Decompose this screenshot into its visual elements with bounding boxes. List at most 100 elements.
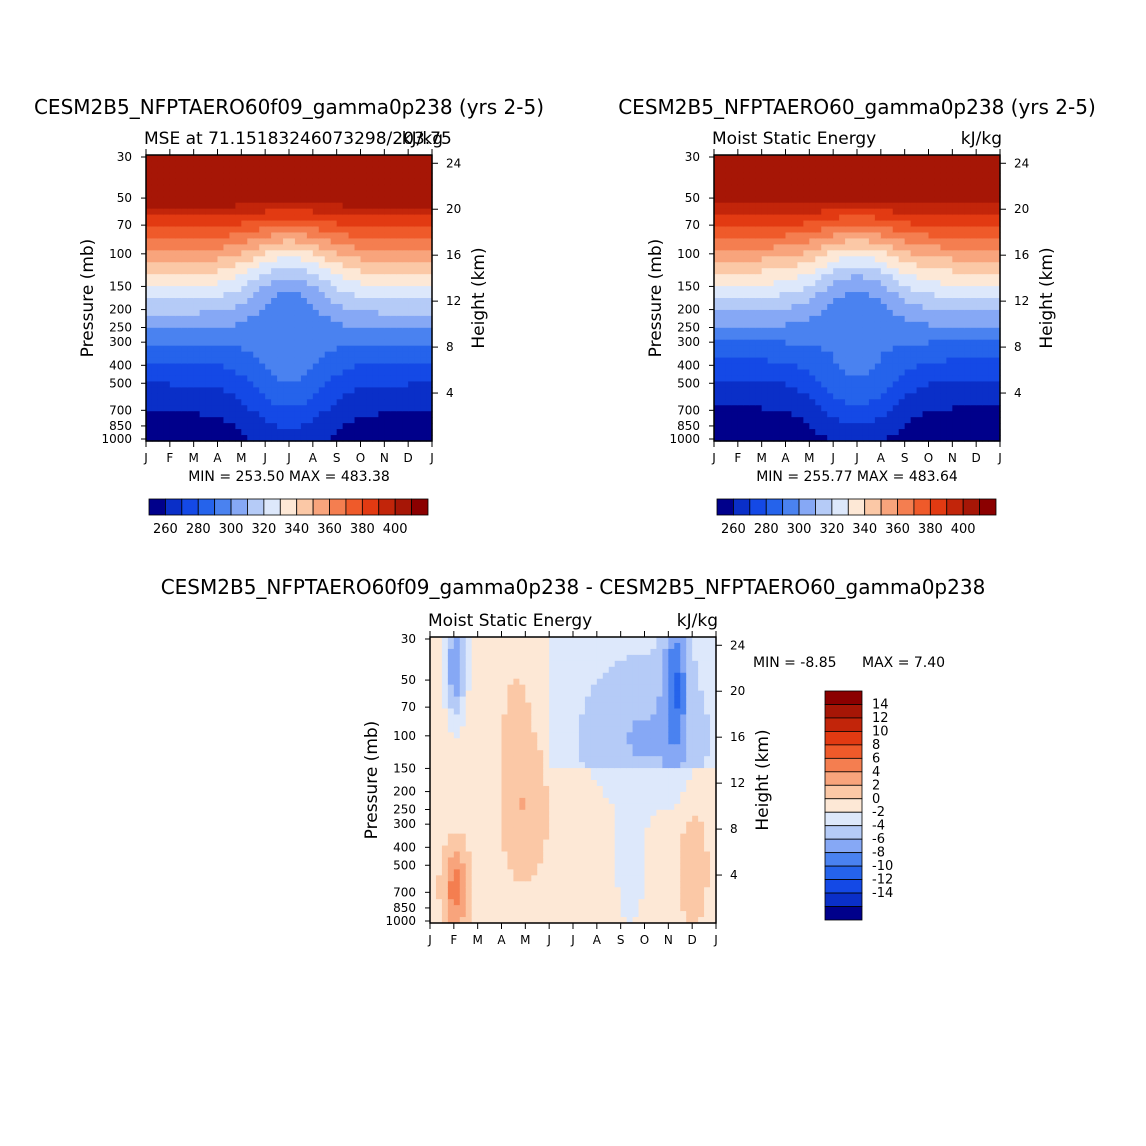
contour-cell bbox=[928, 256, 936, 263]
y-tick-label: 30 bbox=[117, 150, 132, 164]
contour-cell bbox=[767, 178, 775, 186]
contour-cell bbox=[205, 214, 213, 222]
contour-cell bbox=[851, 256, 858, 263]
contour-cell bbox=[940, 178, 947, 186]
contour-cell bbox=[839, 321, 846, 329]
contour-cell bbox=[874, 399, 882, 406]
contour-cell bbox=[205, 298, 213, 305]
contour-cell bbox=[904, 363, 912, 371]
contour-cell bbox=[731, 292, 739, 299]
contour-cell bbox=[719, 160, 727, 168]
contour-cell bbox=[372, 303, 379, 311]
contour-cell bbox=[342, 178, 350, 186]
contour-cell bbox=[904, 327, 912, 335]
contour-cell bbox=[169, 333, 177, 341]
contour-cell bbox=[265, 190, 272, 198]
x-tick-label: M bbox=[236, 451, 246, 465]
contour-cell bbox=[366, 244, 374, 251]
contour-cell bbox=[934, 202, 942, 210]
contour-cell bbox=[779, 363, 787, 371]
contour-cell bbox=[904, 292, 912, 299]
contour-cell bbox=[366, 232, 374, 240]
contour-cell bbox=[223, 286, 231, 293]
contour-cell bbox=[441, 637, 449, 644]
contour-cell bbox=[384, 321, 391, 329]
contour-cell bbox=[970, 250, 977, 257]
contour-cell bbox=[283, 363, 290, 371]
contour-cell bbox=[283, 292, 290, 299]
y-tick-label: 50 bbox=[685, 191, 700, 205]
contour-cell bbox=[892, 256, 900, 263]
contour-cell bbox=[157, 333, 165, 341]
contour-cell bbox=[354, 369, 362, 377]
contour-cell bbox=[803, 339, 810, 347]
contour-cell bbox=[934, 363, 942, 371]
contour-cell bbox=[342, 226, 350, 234]
contour-cell bbox=[271, 268, 278, 275]
contour-cell bbox=[384, 226, 391, 234]
contour-cell bbox=[982, 357, 989, 365]
contour-cell bbox=[253, 172, 260, 180]
contour-cell bbox=[719, 238, 727, 245]
contour-cell bbox=[259, 196, 266, 204]
contour-cell bbox=[833, 333, 840, 341]
contour-cell bbox=[743, 214, 751, 222]
contour-cell bbox=[976, 309, 983, 317]
contour-cell bbox=[414, 274, 421, 281]
contour-cell bbox=[988, 435, 995, 442]
contour-cell bbox=[833, 238, 840, 245]
contour-cell bbox=[199, 369, 207, 377]
contour-cell bbox=[342, 166, 350, 174]
contour-cell bbox=[169, 435, 177, 442]
contour-cell bbox=[791, 160, 799, 168]
contour-cell bbox=[845, 166, 852, 174]
contour-cell bbox=[946, 202, 953, 210]
contour-cell bbox=[922, 172, 930, 180]
contour-cell bbox=[211, 232, 219, 240]
contour-cell bbox=[390, 232, 397, 240]
contour-cell bbox=[809, 220, 816, 228]
contour-cell bbox=[283, 274, 290, 281]
contour-cell bbox=[779, 190, 787, 198]
contour-cell bbox=[958, 268, 965, 275]
contour-cell bbox=[886, 339, 894, 347]
contour-cell bbox=[247, 184, 254, 192]
contour-cell bbox=[988, 315, 995, 323]
contour-cell bbox=[372, 423, 379, 430]
contour-cell bbox=[880, 190, 888, 198]
contour-cell bbox=[910, 214, 918, 222]
contour-cell bbox=[229, 226, 236, 234]
contour-cell bbox=[934, 178, 942, 186]
contour-cell bbox=[988, 411, 995, 418]
contour-cell bbox=[761, 286, 769, 293]
contour-cell bbox=[151, 435, 159, 442]
contour-cell bbox=[414, 202, 421, 210]
contour-cell bbox=[336, 155, 344, 162]
contour-cell bbox=[414, 155, 421, 162]
contour-cell bbox=[414, 381, 421, 388]
contour-cell bbox=[175, 363, 183, 371]
contour-cell bbox=[994, 286, 1001, 293]
contour-cell bbox=[779, 286, 787, 293]
contour-cell bbox=[797, 387, 804, 394]
contour-cell bbox=[241, 423, 248, 430]
contour-cell bbox=[809, 238, 816, 245]
contour-cell bbox=[223, 303, 231, 311]
contour-cell bbox=[815, 423, 822, 430]
colorbar-label: 380 bbox=[350, 522, 375, 537]
contour-cell bbox=[737, 327, 745, 335]
contour-cell bbox=[426, 387, 433, 394]
contour-cell bbox=[441, 690, 449, 698]
contour-cell bbox=[922, 303, 930, 311]
contour-cell bbox=[898, 268, 906, 275]
contour-cell bbox=[880, 220, 888, 228]
contour-cell bbox=[336, 345, 344, 353]
contour-cell bbox=[773, 298, 781, 305]
contour-cell bbox=[330, 303, 338, 311]
contour-cell bbox=[761, 375, 769, 383]
contour-cell bbox=[271, 172, 278, 180]
contour-cell bbox=[360, 202, 368, 210]
contour-cell bbox=[277, 262, 284, 269]
contour-cell bbox=[958, 315, 965, 323]
contour-cell bbox=[265, 345, 272, 353]
